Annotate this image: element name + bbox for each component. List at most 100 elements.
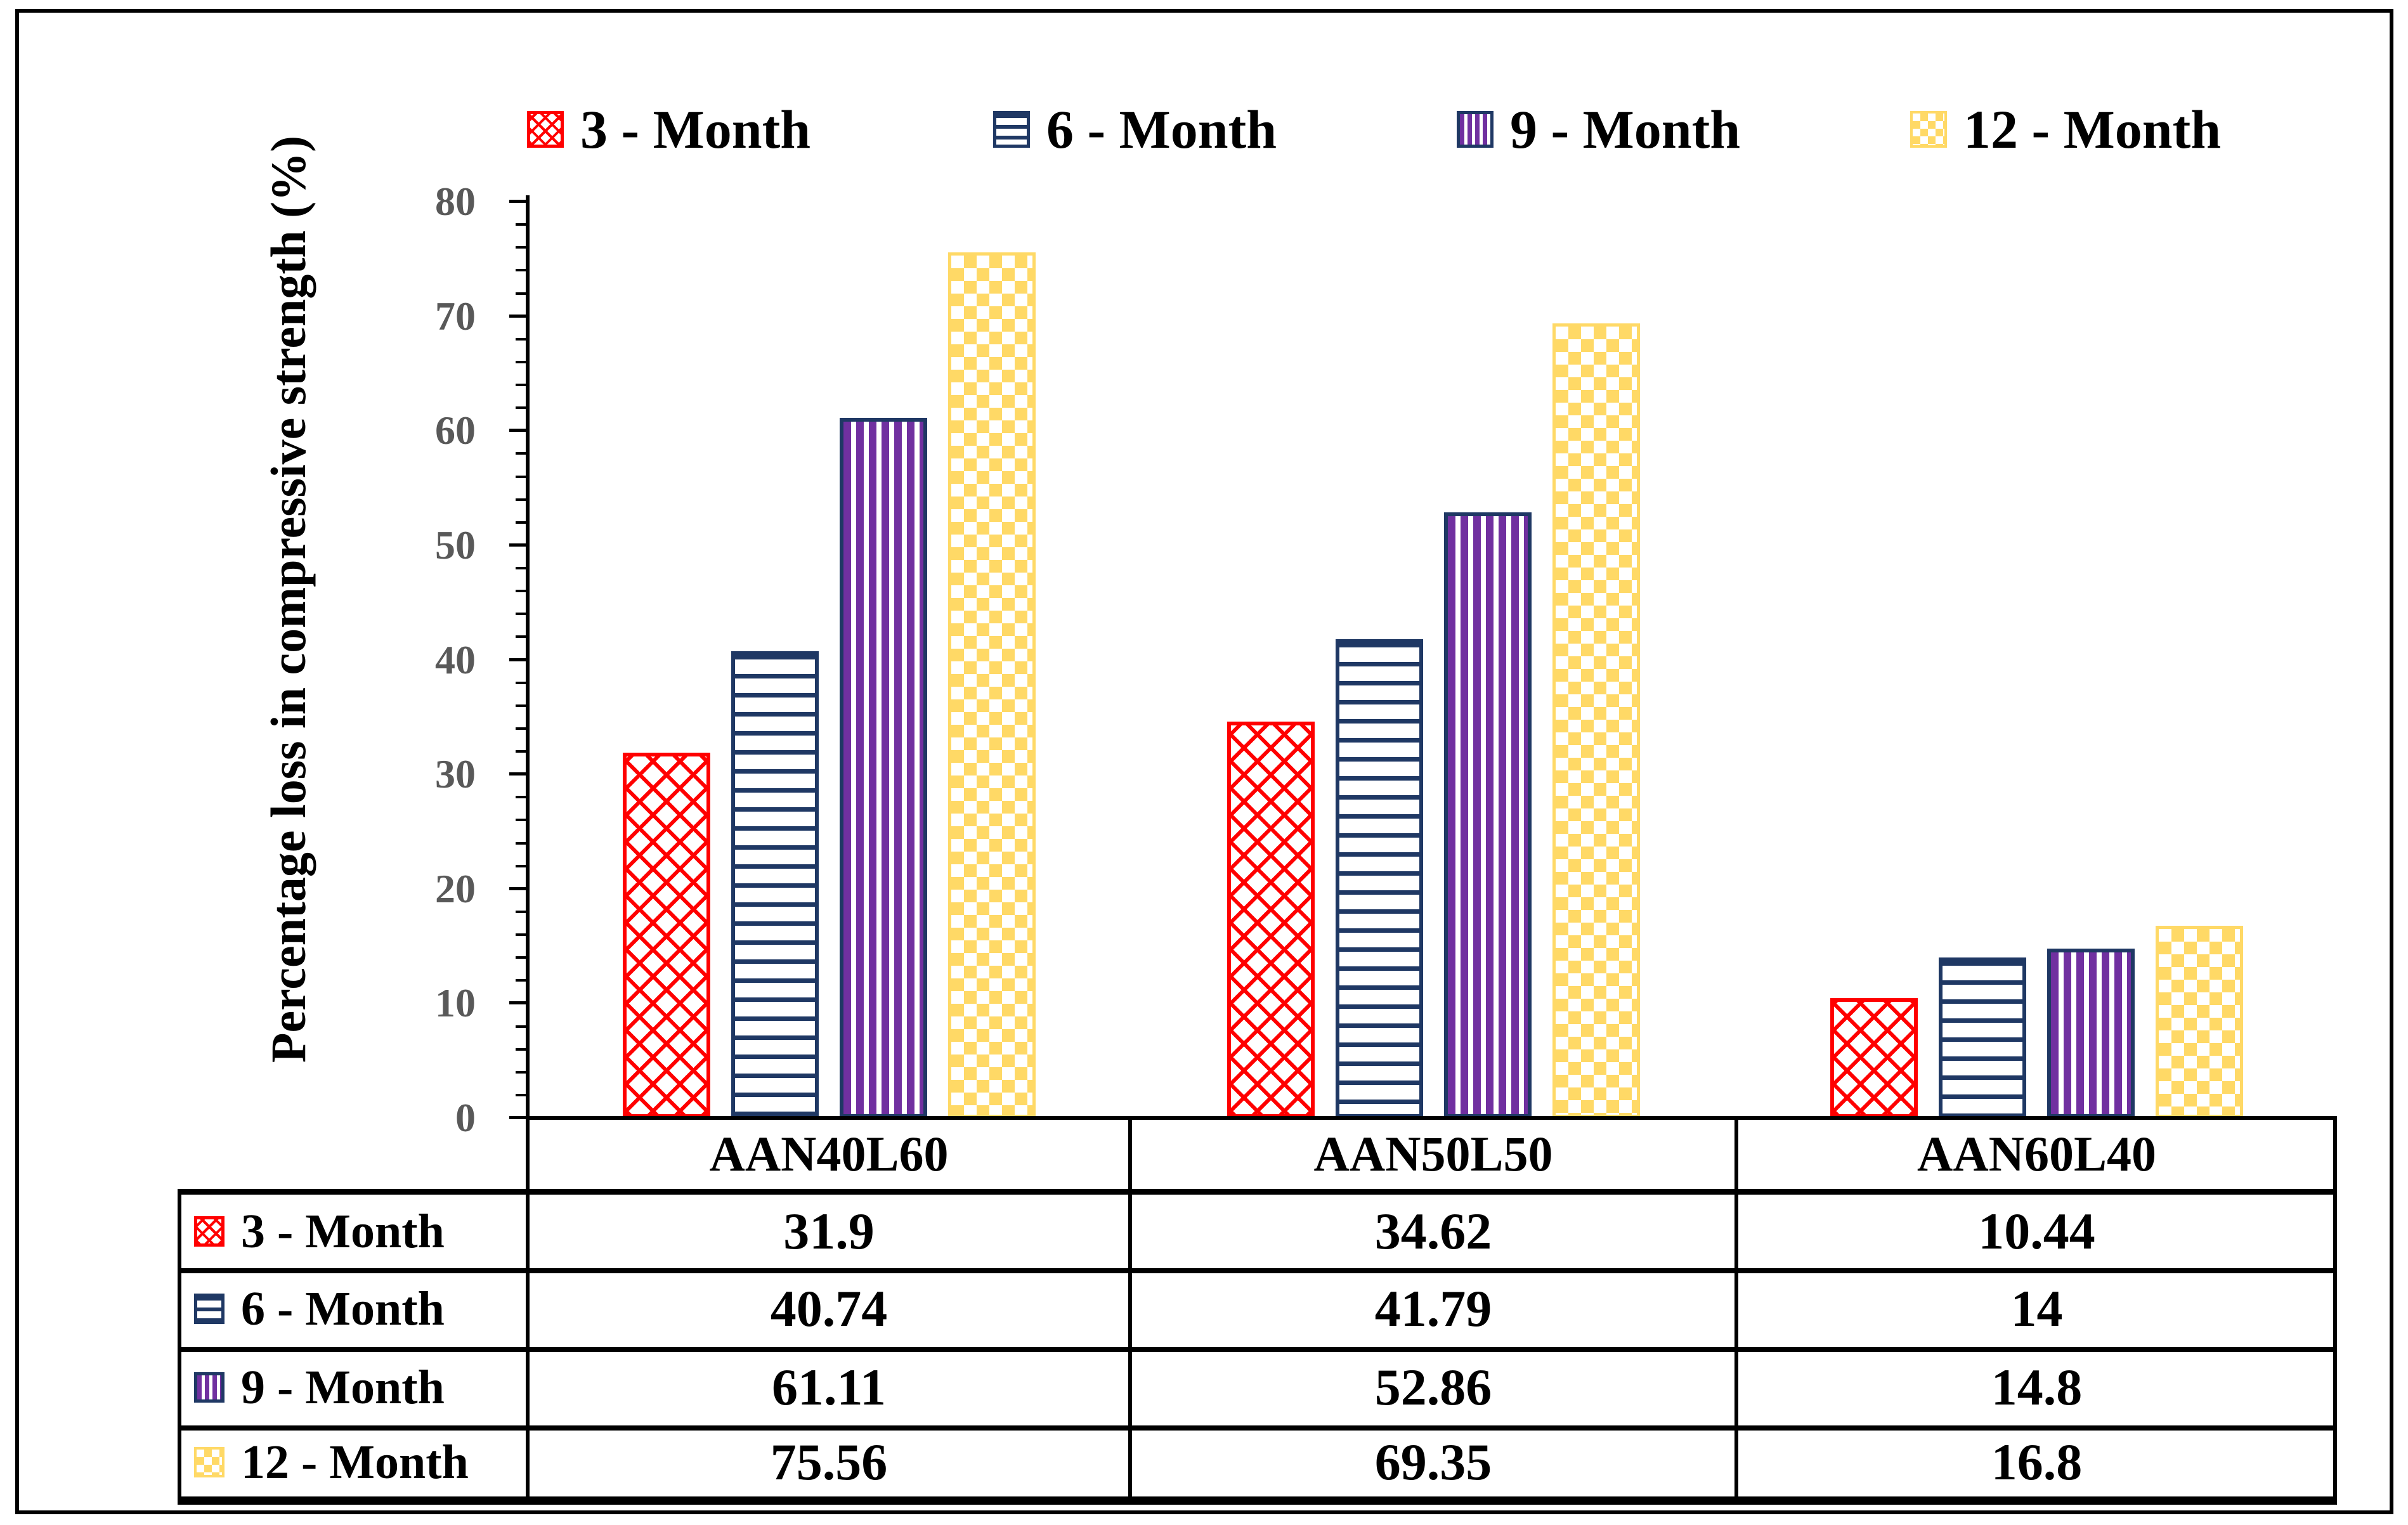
category-header-AAN40L60: AAN40L60	[709, 1126, 949, 1181]
table-row-label-6-month: 6 - Month	[194, 1274, 524, 1344]
table-column-separator	[526, 1118, 530, 1505]
y-axis-minor-tick	[516, 727, 528, 730]
bar-3-month-AAN40L60	[622, 753, 710, 1118]
y-axis-minor-tick	[516, 819, 528, 822]
y-axis-minor-tick	[516, 864, 528, 867]
y-axis-major-tick	[509, 429, 528, 432]
legend-entry-12-month: 12 - Month	[1910, 94, 2221, 165]
y-axis-major-tick	[509, 1001, 528, 1005]
table-row-label-12-month: 12 - Month	[194, 1427, 524, 1497]
legend-label: 6 - Month	[1046, 99, 1277, 160]
legend-swatch-diagonal-crosshatch-icon	[527, 111, 564, 148]
bar-12-month-AAN50L50	[1552, 323, 1640, 1118]
bar-9-month-AAN50L50	[1443, 512, 1532, 1118]
table-row-label-text: 6 - Month	[241, 1282, 445, 1335]
y-axis-minor-tick	[516, 635, 528, 639]
legend-label: 12 - Month	[1963, 99, 2222, 160]
x-axis-line	[526, 1116, 2337, 1120]
figure-border	[15, 9, 2393, 1514]
legend-entry-9-month: 9 - Month	[1457, 94, 1740, 165]
y-axis-minor-tick	[516, 475, 528, 478]
table-column-separator	[1734, 1118, 1738, 1505]
table-key-swatch-vertical-lines-icon	[194, 1372, 225, 1403]
table-row-label-text: 3 - Month	[241, 1204, 445, 1258]
y-axis-tick-label: 60	[435, 408, 476, 453]
table-row-label-text: 9 - Month	[241, 1360, 445, 1414]
legend-entry-3-month: 3 - Month	[527, 94, 810, 165]
table-row-label-3-month: 3 - Month	[194, 1197, 524, 1266]
table-bottom-border	[178, 1496, 2337, 1505]
bar-6-month-AAN40L60	[731, 651, 819, 1118]
table-value-cell-AAN50L50-6-month: 41.79	[1374, 1280, 1492, 1337]
y-axis-minor-tick	[516, 337, 528, 341]
y-axis-minor-tick	[516, 590, 528, 593]
bar-3-month-AAN50L50	[1227, 722, 1315, 1118]
y-axis-minor-tick	[516, 956, 528, 959]
y-axis-minor-tick	[516, 269, 528, 272]
y-axis-minor-tick	[516, 1070, 528, 1074]
table-column-separator	[1128, 1118, 1132, 1505]
table-value-cell-AAN40L60-3-month: 31.9	[783, 1202, 875, 1260]
table-value-cell-AAN60L40-9-month: 14.8	[1991, 1358, 2083, 1416]
y-axis-tick-label: 80	[435, 179, 476, 224]
bar-6-month-AAN50L50	[1335, 639, 1423, 1118]
table-value-cell-AAN40L60-9-month: 61.11	[772, 1358, 886, 1416]
table-value-cell-AAN60L40-12-month: 16.8	[1991, 1433, 2083, 1491]
bar-12-month-AAN60L40	[2156, 926, 2243, 1118]
table-key-swatch-diagonal-crosshatch-icon	[194, 1216, 225, 1247]
y-axis-tick-label: 20	[435, 866, 476, 911]
table-row-label-text: 12 - Month	[241, 1435, 469, 1489]
legend-swatch-vertical-lines-icon	[1457, 111, 1494, 148]
y-axis-minor-tick	[516, 406, 528, 410]
table-row-separator	[178, 1347, 2337, 1352]
y-axis-major-tick	[509, 543, 528, 547]
y-axis-minor-tick	[516, 704, 528, 707]
table-value-cell-AAN50L50-3-month: 34.62	[1374, 1202, 1492, 1260]
y-axis-minor-tick	[516, 360, 528, 363]
legend-label: 3 - Month	[580, 99, 811, 160]
y-axis-tick-label: 30	[435, 751, 476, 797]
bar-6-month-AAN60L40	[1939, 957, 2026, 1118]
y-axis-minor-tick	[516, 933, 528, 936]
table-header-bottom-border	[178, 1189, 2337, 1195]
table-key-swatch-horizontal-lines-icon	[194, 1294, 225, 1324]
y-axis-minor-tick	[516, 910, 528, 913]
y-axis-minor-tick	[516, 498, 528, 501]
category-header-AAN50L50: AAN50L50	[1313, 1126, 1553, 1181]
y-axis-minor-tick	[516, 681, 528, 684]
y-axis-tick-label: 10	[435, 980, 476, 1026]
bar-9-month-AAN40L60	[839, 418, 927, 1118]
table-value-cell-AAN40L60-6-month: 40.74	[770, 1280, 888, 1337]
y-axis-minor-tick	[516, 841, 528, 845]
table-value-cell-AAN60L40-3-month: 10.44	[1978, 1202, 2095, 1260]
table-key-swatch-diamond-checker-icon	[194, 1447, 225, 1477]
y-axis-major-tick	[509, 1116, 528, 1119]
bar-9-month-AAN60L40	[2047, 949, 2135, 1118]
y-axis-major-tick	[509, 772, 528, 776]
table-value-cell-AAN50L50-12-month: 69.35	[1374, 1433, 1492, 1491]
y-axis-tick-label: 40	[435, 637, 476, 682]
table-row-separator	[178, 1268, 2337, 1273]
y-axis-major-tick	[509, 314, 528, 318]
y-axis-minor-tick	[516, 796, 528, 799]
y-axis-line	[526, 195, 530, 1189]
legend-entry-6-month: 6 - Month	[993, 94, 1277, 165]
y-axis-minor-tick	[516, 223, 528, 226]
y-axis-minor-tick	[516, 384, 528, 386]
y-axis-minor-tick	[516, 521, 528, 524]
y-axis-minor-tick	[516, 1025, 528, 1028]
bar-3-month-AAN60L40	[1830, 998, 1918, 1118]
y-axis-major-tick	[509, 886, 528, 890]
y-axis-title: Percentage loss in compressive strength …	[261, 135, 316, 1063]
y-axis-minor-tick	[516, 979, 528, 982]
y-axis-minor-tick	[516, 750, 528, 753]
table-value-cell-AAN40L60-12-month: 75.56	[770, 1433, 888, 1491]
table-row-label-9-month: 9 - Month	[194, 1353, 524, 1422]
y-axis-tick-label: 0	[455, 1095, 476, 1140]
y-axis-minor-tick	[516, 1048, 528, 1051]
category-header-AAN60L40: AAN60L40	[1917, 1126, 2156, 1181]
y-axis-minor-tick	[516, 246, 528, 249]
legend-swatch-horizontal-lines-icon	[993, 111, 1030, 148]
y-axis-major-tick	[509, 200, 528, 203]
